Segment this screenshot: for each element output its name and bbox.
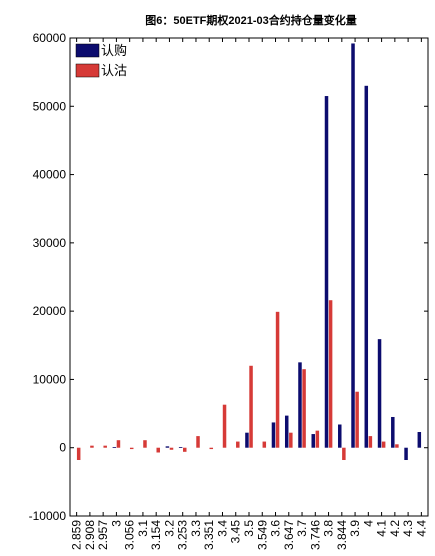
bar-call xyxy=(178,447,183,448)
x-tick-label: 3 xyxy=(109,520,123,527)
x-tick-label: 2.859 xyxy=(70,520,84,550)
x-tick-label: 4 xyxy=(361,520,375,527)
bar-call xyxy=(377,339,382,448)
bars xyxy=(76,43,422,461)
x-tick-label: 3.746 xyxy=(308,520,322,550)
bar-call xyxy=(404,447,408,461)
bar-call xyxy=(284,415,289,448)
y-tick-label: 0 xyxy=(59,441,66,455)
x-tick-label: 3.9 xyxy=(348,520,362,537)
bar-put xyxy=(196,436,200,448)
bar-call xyxy=(165,446,170,448)
bar-put xyxy=(90,445,94,448)
bar-put xyxy=(209,447,214,450)
bar-call xyxy=(311,434,315,448)
bar-put xyxy=(342,447,346,461)
bar-call xyxy=(245,432,249,448)
bar-put xyxy=(183,447,187,452)
plot-area xyxy=(69,37,429,517)
y-tick-label: 20000 xyxy=(33,304,67,318)
bar-put xyxy=(395,444,399,448)
x-tick-label: 3.549 xyxy=(255,520,269,550)
y-tick-label: 40000 xyxy=(33,168,67,182)
x-tick-label: 3.5 xyxy=(242,520,256,537)
chart-title: 图6：50ETF期权2021-03合约持仓量变化量 xyxy=(145,13,357,27)
x-tick-label: 3.3 xyxy=(189,520,203,537)
x-tick-label: 3.45 xyxy=(229,520,243,544)
bar-call xyxy=(338,424,342,448)
bar-call xyxy=(298,362,302,448)
legend-label: 认购 xyxy=(101,43,127,59)
bar-put xyxy=(76,447,81,461)
x-tick-label: 4.1 xyxy=(375,520,389,537)
y-tick-label: -10000 xyxy=(29,509,67,523)
y-tick-label: 50000 xyxy=(33,99,67,113)
bar-put xyxy=(381,441,386,448)
x-tick-label: 3.2 xyxy=(162,520,176,537)
bar-put xyxy=(249,365,253,448)
bar-call xyxy=(417,432,422,448)
bar-call xyxy=(391,416,395,448)
bar-put xyxy=(129,447,134,450)
y-tick-label: 30000 xyxy=(33,236,67,250)
y-tick-label: 60000 xyxy=(33,31,67,45)
bar-put xyxy=(289,432,293,448)
x-tick-label: 3.647 xyxy=(282,520,296,550)
bar-put xyxy=(143,440,147,448)
bar-call xyxy=(271,422,276,448)
bar-put xyxy=(355,391,359,448)
x-tick-label: 4.4 xyxy=(414,520,428,537)
bar-call xyxy=(364,85,369,448)
y-tick-label: 10000 xyxy=(33,372,67,386)
bar-put xyxy=(103,445,107,448)
x-tick-label: 3.056 xyxy=(123,520,137,550)
bar-put xyxy=(315,430,320,448)
y-axis: -10000 0 10000 20000 30000 40000 50000 60000 xyxy=(29,31,428,523)
x-tick-label: 4.3 xyxy=(401,520,415,537)
x-tick-label: 2.908 xyxy=(83,520,97,550)
bar-put xyxy=(275,311,280,448)
bar-call xyxy=(351,43,355,448)
x-tick-label: 3.6 xyxy=(269,520,283,537)
legend-label: 认沽 xyxy=(101,64,127,79)
bar-put xyxy=(262,441,267,448)
bar-call xyxy=(112,447,117,448)
x-tick-label: 3.7 xyxy=(295,520,309,537)
bar-put xyxy=(169,447,174,450)
x-axis: 2.859 2.908 2.957 3 3.056 3.1 3.154 3.2 3.253 3.3… xyxy=(70,38,428,550)
x-tick-label: 3.351 xyxy=(202,520,216,550)
legend-swatch xyxy=(75,43,100,58)
x-tick-label: 2.957 xyxy=(96,520,110,550)
x-tick-label: 3.154 xyxy=(149,520,163,550)
bar-call xyxy=(324,96,329,448)
bar-put xyxy=(368,436,373,448)
x-tick-label: 3.844 xyxy=(335,520,349,550)
x-tick-label: 3.4 xyxy=(215,520,229,537)
bar-put xyxy=(116,440,121,448)
bar-put xyxy=(156,447,160,453)
x-tick-label: 3.8 xyxy=(322,520,336,537)
bar-put xyxy=(302,369,306,448)
bar-put xyxy=(236,441,240,448)
x-tick-label: 3.253 xyxy=(176,520,190,550)
x-tick-label: 4.2 xyxy=(388,520,402,537)
x-tick-label: 3.1 xyxy=(136,520,150,537)
bar-put xyxy=(328,300,333,448)
legend-swatch xyxy=(75,63,100,78)
bar-put xyxy=(222,404,227,448)
